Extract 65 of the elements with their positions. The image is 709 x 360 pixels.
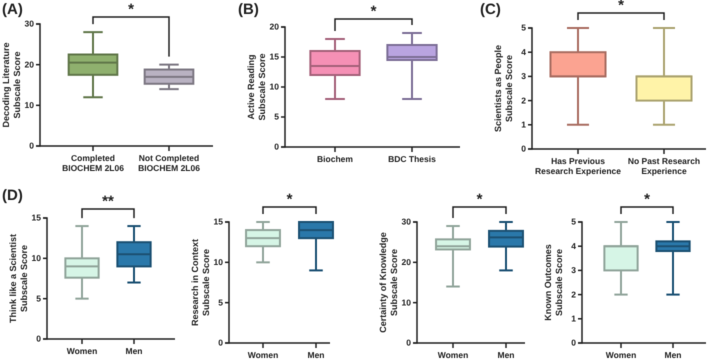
x-tick-label: Biochem bbox=[317, 154, 354, 164]
y-axis-title: Scientists as People Subscale Score bbox=[493, 44, 514, 132]
y-axis-title: Think like a Scientist Subscale Score bbox=[8, 234, 29, 324]
y-axis-title: Certainty of Knowledge Subscale Score bbox=[378, 232, 399, 333]
text: * bbox=[476, 191, 483, 208]
y-tick-label: 0 bbox=[521, 144, 526, 154]
text: (B) bbox=[238, 1, 259, 18]
y-tick-label: 5 bbox=[274, 112, 280, 122]
x-tick-label: Women bbox=[606, 350, 636, 360]
text: (D) bbox=[2, 187, 23, 204]
x-tick-label: Completed BIOCHEM 2L06 bbox=[62, 153, 124, 173]
y-tick-label: 20 bbox=[270, 22, 280, 32]
y-tick-label: 30 bbox=[402, 216, 412, 227]
y-tick-label: 0 bbox=[274, 142, 280, 152]
y-tick-label: 5 bbox=[521, 22, 526, 33]
x-tick-label: Men bbox=[664, 350, 682, 360]
text: * bbox=[618, 0, 624, 14]
x-tick-label: Women bbox=[66, 346, 98, 356]
x-tick-label: Women bbox=[248, 350, 278, 360]
x-tick-label: Men bbox=[308, 350, 324, 360]
text: (A) bbox=[2, 1, 23, 18]
y-tick-label: 0 bbox=[406, 338, 412, 348]
x-tick-label: Men bbox=[498, 350, 514, 360]
text: * bbox=[128, 1, 134, 18]
y-tick-label: 20 bbox=[24, 59, 34, 70]
y-tick-label: 2 bbox=[521, 95, 526, 106]
text: (C) bbox=[480, 1, 501, 18]
y-tick-label: 10 bbox=[32, 253, 42, 264]
y-tick-label: 2 bbox=[571, 289, 576, 300]
y-tick-label: 10 bbox=[270, 82, 280, 92]
text: ** bbox=[102, 193, 114, 210]
y-tick-label: 3 bbox=[571, 265, 576, 276]
y-tick-label: 5 bbox=[218, 297, 224, 308]
y-axis-title: Active Reading Subscale Score bbox=[246, 53, 267, 121]
y-tick-label: 15 bbox=[270, 52, 280, 62]
y-axis-title: Known Outcomes Subscale Score bbox=[543, 244, 564, 321]
y-axis-title: Research in Context Subscale Score bbox=[190, 238, 211, 326]
y-tick-label: 5 bbox=[571, 216, 576, 227]
y-tick-label: 15 bbox=[214, 216, 224, 227]
y-tick-label: 10 bbox=[214, 257, 224, 268]
text: * bbox=[370, 3, 377, 20]
y-tick-label: 5 bbox=[36, 293, 42, 304]
y-tick-label: 10 bbox=[24, 100, 34, 110]
x-tick-label: Women bbox=[438, 350, 468, 360]
x-tick-label: No Past Research Experience bbox=[628, 156, 700, 176]
y-tick-label: 4 bbox=[571, 240, 576, 251]
x-tick-label: BDC Thesis bbox=[388, 154, 436, 164]
y-tick-label: 0 bbox=[36, 334, 42, 344]
y-tick-label: 0 bbox=[218, 338, 224, 348]
y-tick-label: 0 bbox=[571, 338, 576, 348]
y-tick-label: 30 bbox=[24, 18, 34, 29]
text: * bbox=[644, 191, 650, 208]
y-tick-label: 1 bbox=[571, 314, 576, 324]
y-tick-label: 10 bbox=[402, 297, 412, 308]
y-tick-label: 4 bbox=[521, 46, 526, 57]
y-tick-label: 20 bbox=[402, 257, 412, 268]
x-tick-label: Not Completed BIOCHEM 2L06 bbox=[138, 153, 200, 173]
y-tick-label: 3 bbox=[521, 71, 526, 82]
x-tick-label: Has Previous Research Experience bbox=[535, 156, 622, 176]
y-axis-title: Decoding Literature Subscale Score bbox=[1, 42, 22, 128]
y-tick-label: 0 bbox=[29, 140, 34, 151]
x-tick-label: Men bbox=[126, 346, 142, 356]
y-tick-label: 1 bbox=[521, 120, 526, 130]
y-tick-label: 15 bbox=[32, 212, 42, 223]
text: * bbox=[286, 191, 293, 208]
